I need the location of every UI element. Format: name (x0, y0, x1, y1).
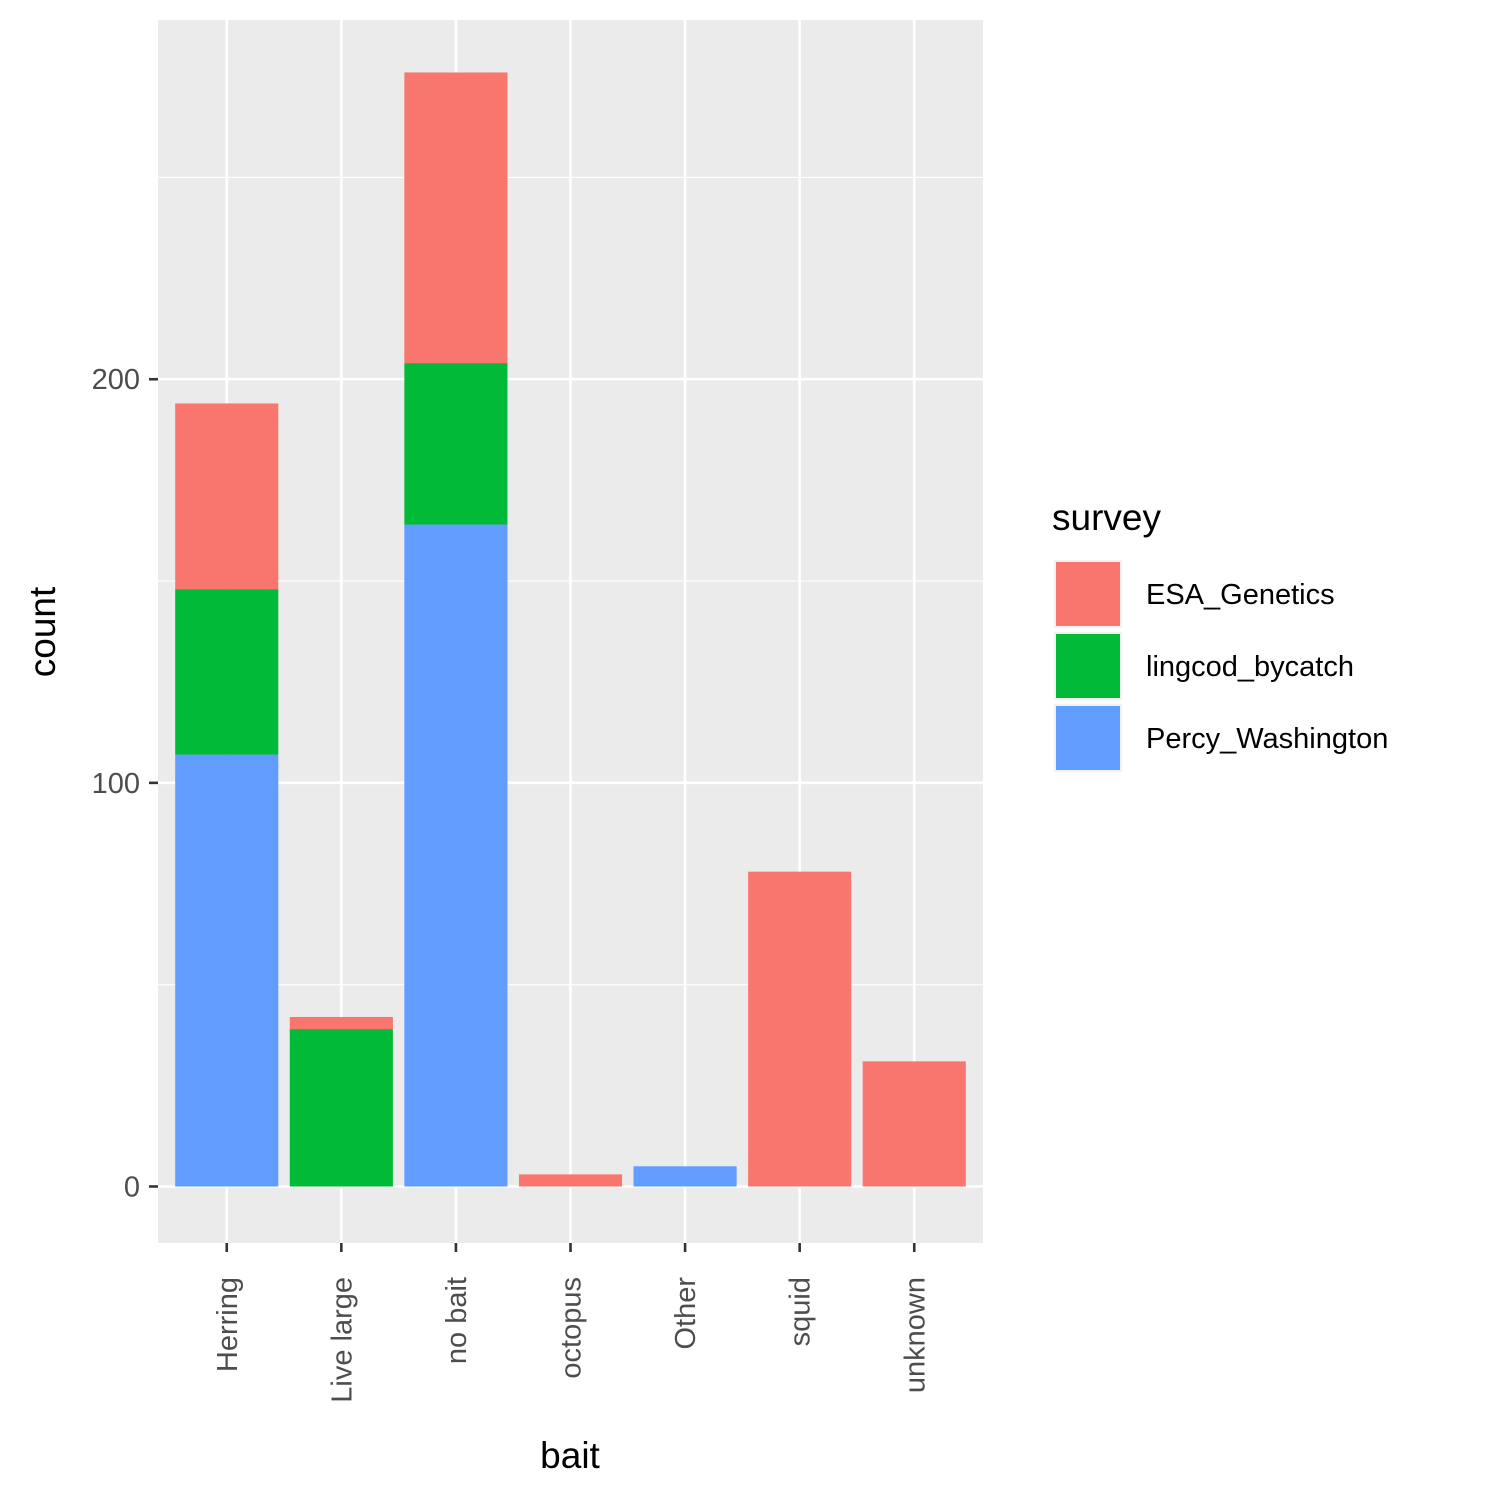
bar-segment (289, 1016, 393, 1030)
bar-segment (633, 1166, 737, 1187)
bar-segment (175, 589, 279, 755)
legend-label: lingcod_bycatch (1146, 651, 1354, 683)
x-tick-label: Other (670, 1277, 702, 1350)
x-tick-label: unknown (899, 1277, 931, 1393)
x-tick-label: no bait (441, 1277, 473, 1364)
bar-segment (175, 754, 279, 1187)
legend-title: survey (1052, 497, 1161, 538)
bar-segment (404, 363, 508, 525)
legend: survey ESA_Genetics lingcod_bycatch Percy_… (1052, 497, 1388, 772)
bar-segment (862, 1061, 966, 1187)
x-tick-label: squid (785, 1277, 817, 1346)
legend-key (1056, 706, 1120, 770)
bar-segment (175, 403, 279, 590)
y-tick-label: 0 (124, 1171, 140, 1203)
bar-segment (404, 72, 508, 364)
x-tick-label: octopus (556, 1277, 588, 1379)
bar-segment (748, 871, 852, 1187)
x-tick-label: Herring (212, 1277, 244, 1372)
bar-segment (518, 1174, 623, 1187)
bar-segment (404, 524, 508, 1187)
y-axis-title: count (22, 586, 63, 677)
y-tick-label: 200 (92, 364, 140, 396)
y-axis: 0 100 200 (92, 364, 158, 1203)
y-tick-label: 100 (92, 768, 140, 800)
x-axis-title: bait (540, 1435, 600, 1476)
legend-key (1056, 634, 1120, 698)
bar-segment (289, 1029, 393, 1187)
bars (175, 72, 966, 1187)
x-axis: Herring Live large no bait octopus Other squi… (212, 1243, 931, 1403)
legend-key (1056, 562, 1120, 626)
legend-label: ESA_Genetics (1146, 579, 1335, 611)
x-tick-label: Live large (326, 1277, 358, 1403)
legend-label: Percy_Washington (1146, 723, 1388, 755)
